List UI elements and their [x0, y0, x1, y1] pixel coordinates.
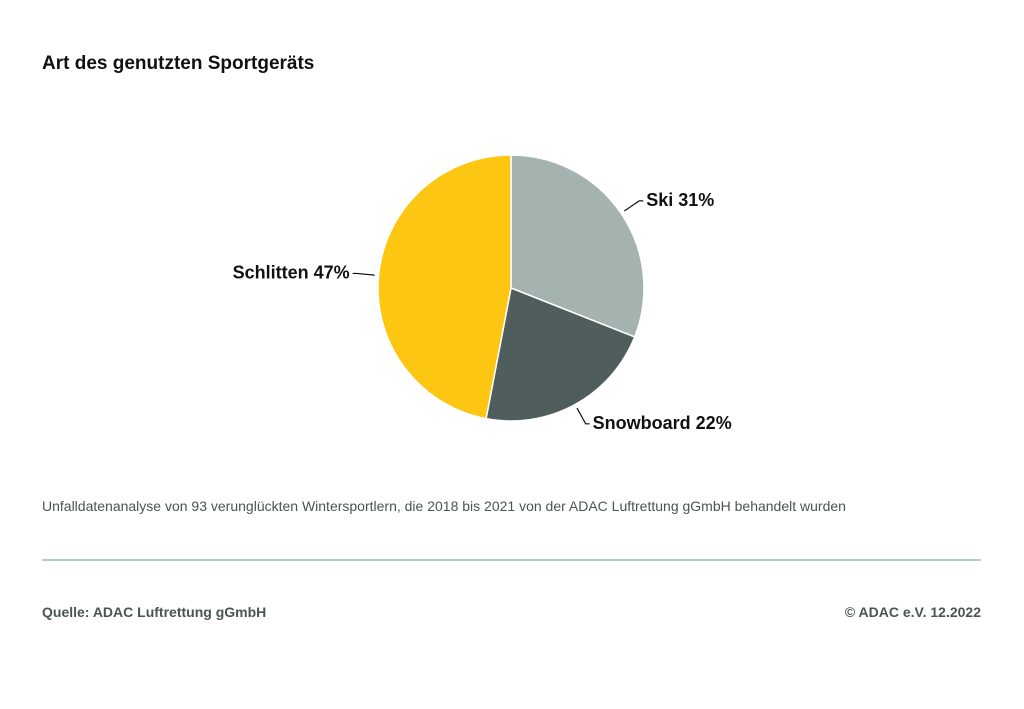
chart-title: Art des genutzten Sportgeräts [42, 53, 314, 74]
pie-slice [485, 286, 636, 422]
leader-line [623, 200, 644, 212]
pie: Ski 31% Snowboard 22% Schlitten 47% [233, 154, 732, 433]
slice-value-label: 31% [678, 190, 714, 210]
leader-line [576, 407, 590, 425]
slice-label: Snowboard 22% [593, 413, 732, 433]
copyright: © ADAC e.V. 12.2022 [845, 604, 981, 620]
pie-slice [510, 154, 645, 338]
chart-note: Unfalldatenanalyse von 93 verunglückten … [42, 498, 846, 514]
leader-line [352, 272, 375, 276]
source: Quelle: ADAC Luftrettung gGmbH [42, 604, 266, 620]
slice-label: Ski 31% [646, 190, 714, 210]
slice-category: Snowboard [593, 413, 691, 433]
pie-slice [377, 154, 512, 420]
slice-category: Schlitten [233, 262, 309, 282]
slice-label: Schlitten 47% [233, 262, 350, 282]
slice-value-label: 22% [696, 413, 732, 433]
slice-category: Ski [646, 190, 673, 210]
slice-value-label: 47% [314, 262, 350, 282]
